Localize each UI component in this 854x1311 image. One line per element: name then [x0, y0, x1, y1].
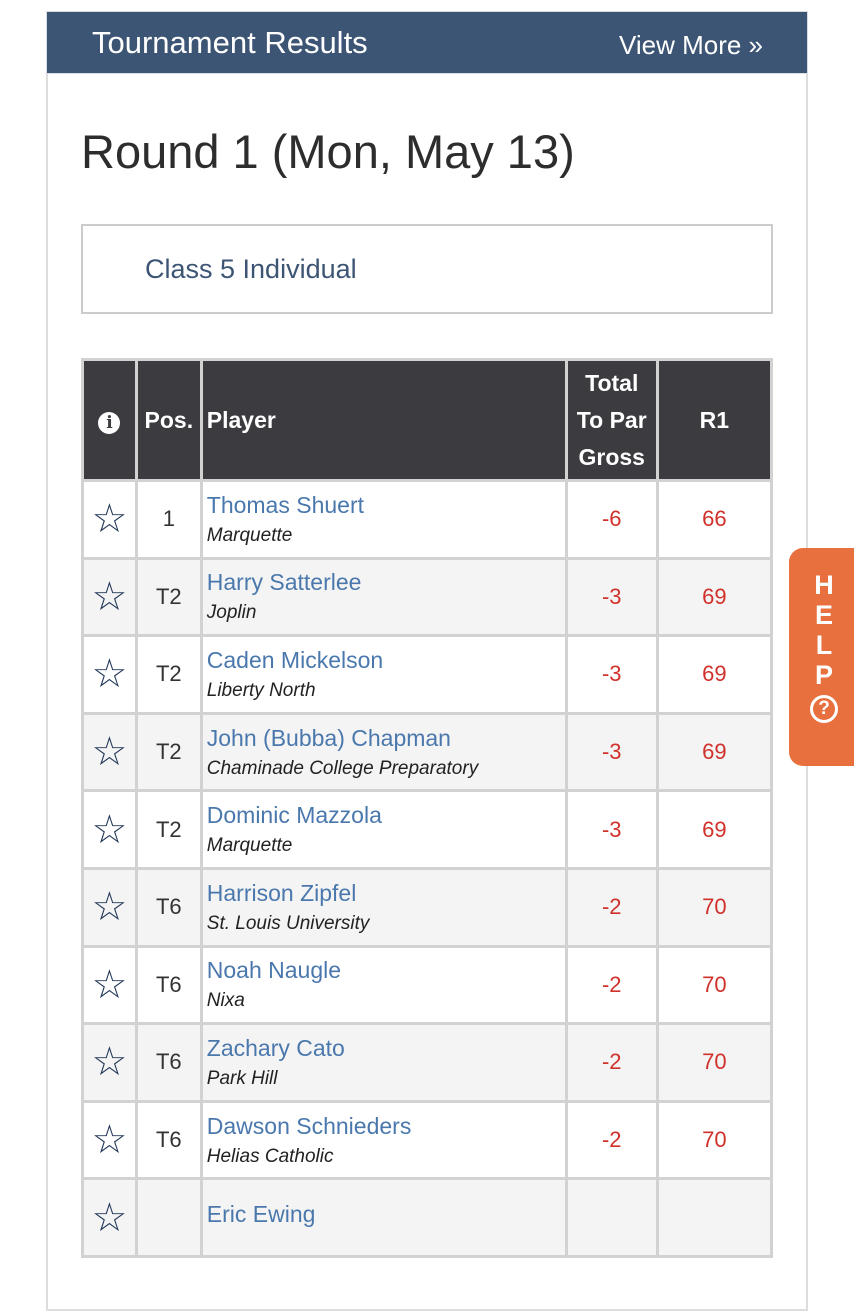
favorite-star-icon[interactable]: ☆: [91, 730, 128, 775]
results-header: Tournament Results View More »: [46, 11, 808, 74]
r1-score: 69: [655, 634, 774, 715]
view-more-link[interactable]: View More »: [618, 30, 763, 60]
total-header: Total To Par Gross: [564, 358, 659, 482]
position: T2: [134, 634, 203, 715]
r1-score: 69: [655, 789, 774, 870]
player-name-link[interactable]: Thomas Shuert: [206, 491, 365, 518]
to-par: -2: [564, 1022, 659, 1103]
pos-header: Pos.: [134, 358, 203, 482]
player-name-link[interactable]: Harrison Zipfel: [206, 879, 357, 906]
favorite-star-icon[interactable]: ☆: [91, 574, 128, 619]
favorite-star-icon[interactable]: ☆: [91, 497, 128, 542]
player-name-link[interactable]: Dawson Schnieders: [206, 1112, 412, 1139]
table-row: ☆ T6 Harrison Zipfel St. Louis University…: [81, 866, 774, 948]
r1-score: 69: [655, 711, 774, 793]
player-school: Marquette: [206, 835, 293, 857]
favorite-star-icon[interactable]: ☆: [91, 885, 128, 930]
player-school: Marquette: [206, 524, 293, 546]
question-icon: ?: [810, 695, 838, 723]
favorite-star-icon[interactable]: ☆: [91, 962, 128, 1007]
position: T2: [134, 711, 203, 793]
r1-header: R1: [655, 358, 774, 482]
player-school: St. Louis University: [206, 912, 370, 934]
player-name-link[interactable]: Zachary Cato: [206, 1034, 345, 1061]
to-par: -6: [564, 479, 659, 560]
player-school: Nixa: [206, 990, 245, 1012]
round-title: Round 1 (Mon, May 13): [81, 125, 575, 178]
position: T6: [134, 866, 203, 948]
player-school: Chaminade College Preparatory: [206, 757, 479, 779]
table-row: ☆ 1 Thomas Shuert Marquette -6 66: [81, 479, 774, 560]
r1-score: 70: [655, 1099, 774, 1181]
position: T2: [134, 789, 203, 870]
to-par: -3: [564, 634, 659, 715]
to-par: -3: [564, 556, 659, 638]
player-name-link[interactable]: Noah Naugle: [206, 957, 342, 984]
player-header: Player: [199, 358, 568, 482]
r1-score: 69: [655, 556, 774, 638]
player-school: Park Hill: [206, 1067, 278, 1089]
favorite-star-icon[interactable]: ☆: [91, 1118, 128, 1163]
position: [134, 1177, 203, 1258]
leaderboard-table: i Pos. Player Total To Par Gross R1 ☆ 1 Th…: [81, 358, 774, 1258]
table-row: ☆ T2 Harry Satterlee Joplin -3 69: [81, 556, 774, 638]
r1-score: 70: [655, 944, 774, 1026]
table-row: ☆ T2 Caden Mickelson Liberty North -3 69: [81, 634, 774, 715]
position: 1: [134, 479, 203, 560]
info-header[interactable]: i: [81, 358, 138, 482]
to-par: -2: [564, 944, 659, 1026]
to-par: -3: [564, 711, 659, 793]
info-icon[interactable]: i: [98, 411, 121, 434]
player-name-link[interactable]: Caden Mickelson: [206, 646, 384, 673]
to-par: -2: [564, 866, 659, 948]
player-name-link[interactable]: Dominic Mazzola: [206, 802, 382, 829]
to-par: -3: [564, 789, 659, 870]
position: T2: [134, 556, 203, 638]
player-school: Helias Catholic: [206, 1145, 334, 1167]
to-par: [564, 1177, 659, 1258]
favorite-star-icon[interactable]: ☆: [91, 1040, 128, 1085]
r1-score: 66: [655, 479, 774, 560]
position: T6: [134, 944, 203, 1026]
to-par: -2: [564, 1099, 659, 1181]
player-school: Joplin: [206, 602, 257, 624]
player-name-link[interactable]: John (Bubba) Chapman: [206, 724, 451, 751]
favorite-star-icon[interactable]: ☆: [91, 807, 128, 852]
favorite-star-icon[interactable]: ☆: [91, 1195, 128, 1240]
table-row: ☆ T2 Dominic Mazzola Marquette -3 69: [81, 789, 774, 870]
table-row: ☆ Eric Ewing: [81, 1177, 774, 1258]
r1-score: 70: [655, 866, 774, 948]
favorite-star-icon[interactable]: ☆: [91, 652, 128, 697]
division-label[interactable]: Class 5 Individual: [145, 254, 357, 284]
header-title: Tournament Results: [92, 25, 368, 60]
r1-score: [655, 1177, 774, 1258]
table-row: ☆ T6 Zachary Cato Park Hill -2 70: [81, 1022, 774, 1103]
table-row: ☆ T2 John (Bubba) Chapman Chaminade Colle…: [81, 711, 774, 793]
division-selector[interactable]: Class 5 Individual: [81, 224, 773, 314]
position: T6: [134, 1099, 203, 1181]
player-school: Liberty North: [206, 679, 316, 701]
player-name-link[interactable]: Eric Ewing: [206, 1201, 316, 1228]
table-row: ☆ T6 Noah Naugle Nixa -2 70: [81, 944, 774, 1026]
position: T6: [134, 1022, 203, 1103]
r1-score: 70: [655, 1022, 774, 1103]
player-name-link[interactable]: Harry Satterlee: [206, 569, 362, 596]
table-row: ☆ T6 Dawson Schnieders Helias Catholic -2…: [81, 1099, 774, 1181]
